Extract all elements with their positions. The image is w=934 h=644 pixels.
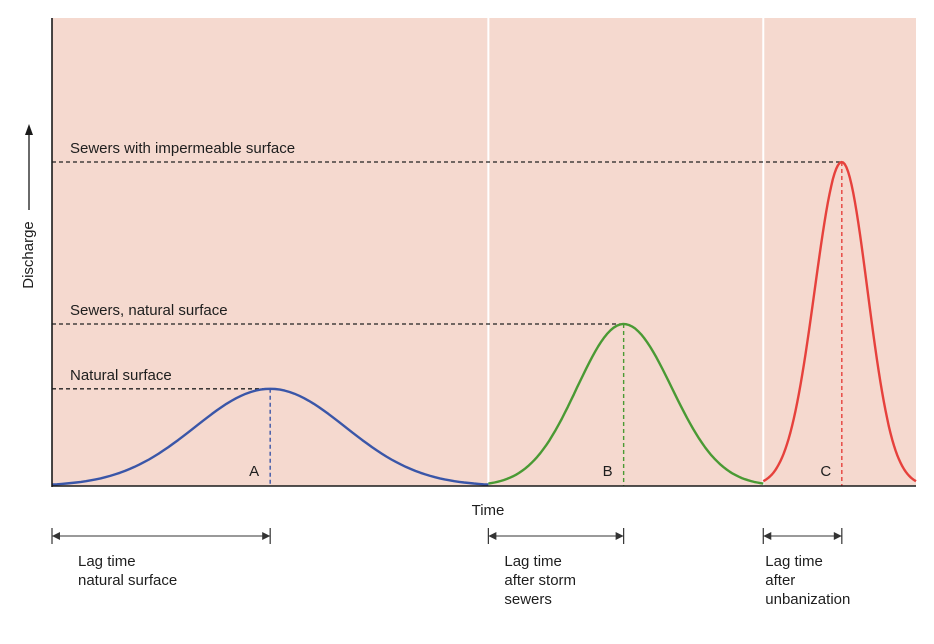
peak-marker-a: A — [249, 463, 259, 480]
peak-marker-b: B — [603, 463, 613, 480]
arrow-right-icon — [262, 532, 271, 540]
series-label-c: Sewers with impermeable surface — [70, 140, 295, 157]
lag-time-bracket-1: Lag time natural surface — [51, 528, 271, 589]
hydrograph-curve-c — [762, 160, 917, 483]
arrow-left-icon — [763, 532, 772, 540]
lag-time-label-line: unbanization — [765, 591, 850, 608]
lag-time-label-line: natural surface — [78, 572, 177, 589]
peak-marker-c: C — [820, 463, 831, 480]
arrow-left-icon — [488, 532, 497, 540]
arrow-right-icon — [615, 532, 624, 540]
arrow-right-icon — [833, 532, 842, 540]
lag-time-label-line: sewers — [504, 591, 552, 608]
y-axis-arrow-icon — [25, 124, 33, 135]
series-label-a: Natural surface — [70, 367, 172, 384]
lag-time-bracket-3: Lag time after unbanization — [762, 528, 850, 608]
lag-time-label-line: after — [765, 572, 795, 589]
plot-background — [52, 18, 916, 486]
hydrograph-curve-a — [51, 387, 489, 486]
lag-time-label-line: Lag time — [765, 553, 823, 570]
x-axis-label: Time — [472, 502, 505, 519]
lag-time-label-line: after storm — [504, 572, 576, 589]
lag-time-label-line: Lag time — [504, 553, 562, 570]
lag-time-label-line: Lag time — [78, 553, 136, 570]
series-label-b: Sewers, natural surface — [70, 302, 228, 319]
hydrograph-curve-b — [488, 322, 764, 485]
lag-time-bracket-2: Lag time after storm sewers — [487, 528, 625, 608]
arrow-left-icon — [52, 532, 60, 540]
y-axis-label: Discharge — [20, 221, 37, 289]
